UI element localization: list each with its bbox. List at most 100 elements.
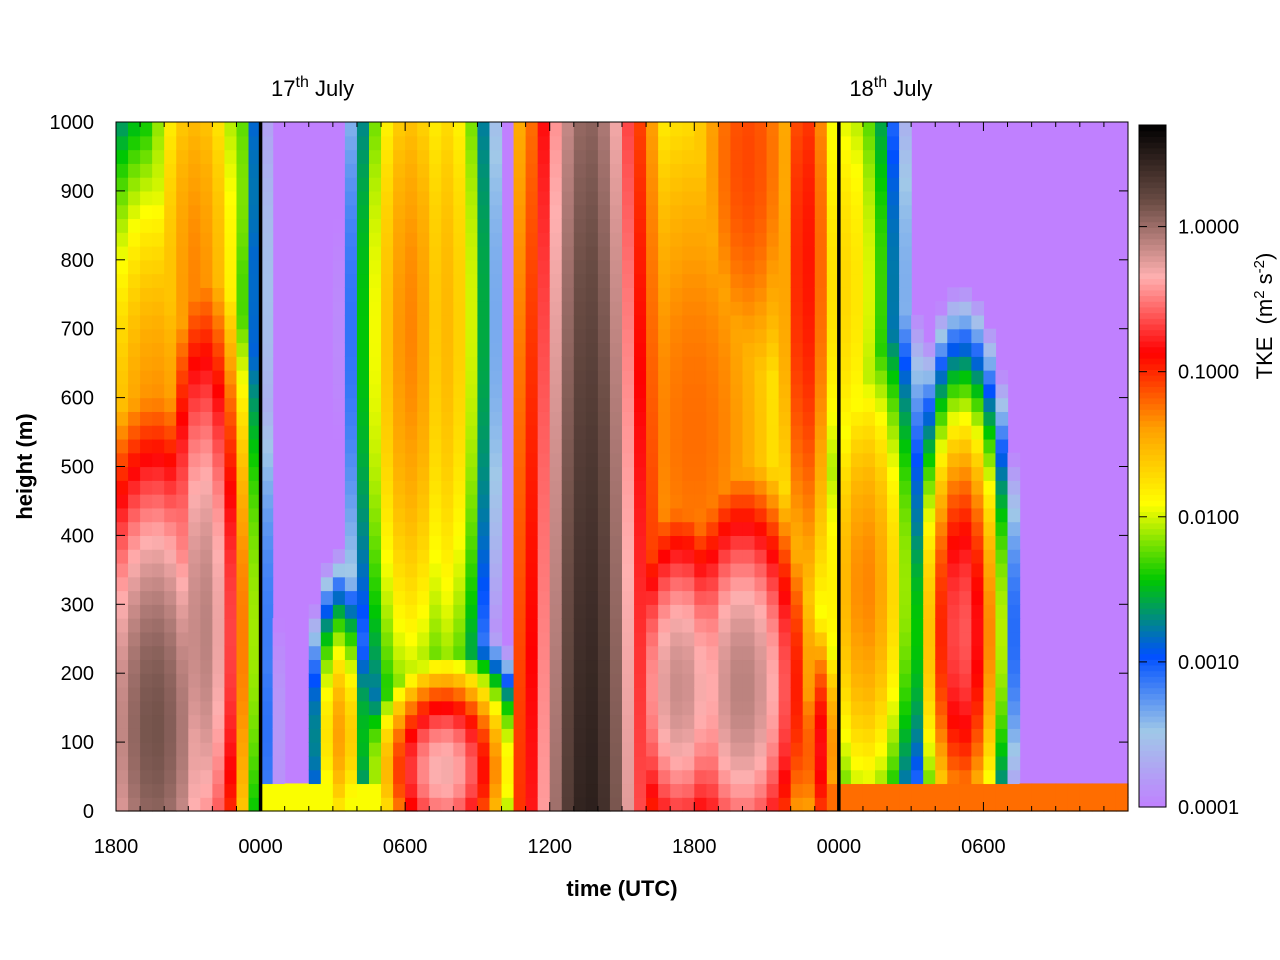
heatmap-cell (224, 411, 238, 426)
heatmap-cell (826, 618, 840, 633)
heatmap-cell (850, 287, 864, 302)
heatmap-cell (188, 411, 201, 426)
heatmap-cell (899, 604, 912, 619)
heatmap-cell (754, 631, 768, 647)
heatmap-cell (718, 356, 732, 371)
heatmap-cell (224, 273, 238, 288)
heatmap-cell (200, 549, 213, 564)
heatmap-cell (356, 645, 370, 661)
heatmap-cell (200, 218, 213, 233)
heatmap-cell (236, 590, 250, 605)
heatmap-cell (573, 383, 587, 399)
heatmap-cell (754, 190, 768, 206)
heatmap-cell (670, 328, 683, 344)
heatmap-cell (718, 342, 732, 357)
heatmap-cell (248, 149, 262, 164)
heatmap-cell (622, 783, 635, 798)
heatmap-cell (814, 383, 828, 399)
heatmap-cell (959, 576, 972, 592)
heatmap-cell (899, 163, 912, 178)
heatmap-cell (658, 177, 671, 192)
heatmap-cell (549, 783, 563, 798)
heatmap-cell (128, 783, 141, 798)
heatmap-cell (778, 494, 792, 509)
heatmap-cell (814, 645, 828, 661)
heatmap-cell (597, 797, 611, 812)
heatmap-cell (176, 425, 189, 440)
heatmap-cell (116, 383, 129, 399)
heatmap-cell (911, 618, 924, 633)
heatmap-cell (176, 218, 189, 233)
heatmap-cell (766, 383, 780, 399)
heatmap-cell (609, 438, 623, 454)
heatmap-cell (260, 742, 274, 757)
heatmap-cell (923, 535, 936, 550)
heatmap-cell (573, 273, 587, 288)
heatmap-cell (465, 218, 479, 233)
heatmap-cell (694, 397, 707, 412)
heatmap-cell (477, 728, 491, 743)
heatmap-cell (718, 411, 732, 426)
heatmap-cell (875, 177, 888, 192)
heatmap-cell (320, 631, 334, 647)
heatmap-cell (646, 190, 659, 206)
heatmap-cell (838, 273, 852, 288)
heatmap-cell (585, 259, 599, 275)
heatmap-cell (609, 411, 623, 426)
heatmap-cell (573, 149, 587, 164)
heatmap-cell (224, 190, 238, 206)
heatmap-cell (947, 797, 960, 812)
heatmap-cell (814, 122, 828, 137)
heatmap-cell (862, 562, 876, 578)
heatmap-cell (381, 590, 394, 605)
heatmap-cell (658, 673, 671, 688)
heatmap-cell (525, 438, 539, 454)
heatmap-cell (862, 370, 876, 385)
heatmap-cell (152, 314, 165, 330)
heatmap-cell (537, 466, 551, 481)
heatmap-cell (224, 700, 238, 716)
heatmap-cell (706, 686, 719, 702)
heatmap-cell (453, 342, 466, 357)
heatmap-cell (911, 494, 924, 509)
heatmap-cell (706, 535, 719, 550)
heatmap-cell (212, 370, 226, 385)
heatmap-cell (742, 769, 756, 785)
heatmap-cell (634, 507, 647, 523)
heatmap-cell (706, 356, 719, 371)
heatmap-cell (911, 438, 924, 454)
heatmap-cell (116, 397, 129, 412)
heatmap-cell (164, 645, 177, 661)
heatmap-cell (212, 480, 226, 495)
heatmap-cell (706, 700, 719, 716)
heatmap-cell (573, 356, 587, 371)
heatmap-cell (537, 494, 551, 509)
heatmap-cell (128, 342, 141, 357)
heatmap-cell (947, 631, 960, 647)
heatmap-cell (670, 604, 683, 619)
heatmap-cell (875, 673, 888, 688)
heatmap-cell (790, 383, 804, 399)
heatmap-cell (622, 686, 635, 702)
heatmap-cell (935, 507, 948, 523)
heatmap-cell (393, 122, 406, 137)
heatmap-cell (742, 645, 756, 661)
heatmap-cell (947, 287, 960, 302)
heatmap-cell (356, 769, 370, 785)
heatmap-cell (116, 645, 129, 661)
heatmap-cell (489, 122, 503, 137)
heatmap-cell (911, 397, 924, 412)
heatmap-cell (356, 452, 370, 468)
heatmap-cell (875, 438, 888, 454)
heatmap-cell (947, 397, 960, 412)
heatmap-cell (742, 797, 756, 812)
heatmap-cell (585, 480, 599, 495)
heatmap-cell (646, 604, 659, 619)
heatmap-cell (212, 618, 226, 633)
heatmap-cell (995, 714, 1009, 729)
heatmap-cell (838, 783, 852, 798)
heatmap-cell (597, 549, 611, 564)
heatmap-cell (959, 659, 972, 674)
heatmap-cell (573, 370, 587, 385)
heatmap-cell (622, 425, 635, 440)
